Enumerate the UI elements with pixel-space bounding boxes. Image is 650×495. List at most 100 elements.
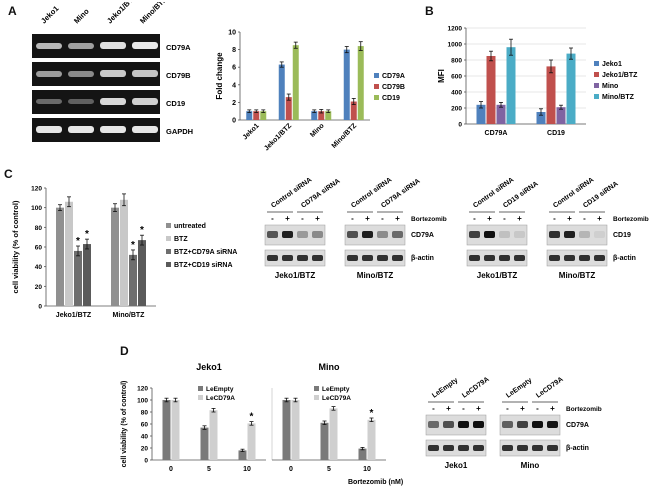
- legend-label: Mino: [602, 83, 618, 90]
- legend-label: BTZ+CD19 siRNA: [174, 262, 233, 269]
- treatment-sign: -: [271, 214, 274, 223]
- blot-band-label: β-actin: [411, 255, 434, 262]
- treatment-sign: -: [473, 214, 476, 223]
- viability-sirna-chart: 0 20 40 60 80 100 120 cell viability (% of cont…: [11, 186, 237, 320]
- blot-band: [564, 231, 575, 238]
- x-tick-label: Mino: [309, 122, 325, 138]
- gel-band-label: CD19: [166, 99, 185, 108]
- treatment-sign: +: [285, 214, 290, 223]
- y-tick-label: 600: [451, 74, 462, 81]
- blot-strip: [499, 414, 561, 436]
- gel-band: [68, 71, 94, 77]
- y-tick-label: 200: [451, 106, 462, 113]
- blot-band: [594, 231, 605, 238]
- y-tick-label: 20: [35, 284, 43, 291]
- bar: [367, 419, 376, 460]
- y-tick-label: 8: [232, 47, 236, 54]
- bar: [111, 207, 119, 306]
- bar: [546, 66, 556, 124]
- y-tick-label: 120: [137, 386, 148, 393]
- treatment-sign: -: [506, 404, 509, 413]
- panel-letter-b: B: [425, 4, 434, 18]
- x-tick-label: Mino/BTZ: [113, 312, 146, 319]
- blot-band: [484, 231, 495, 238]
- significance-star: *: [76, 236, 80, 247]
- y-tick-label: 0: [232, 118, 236, 125]
- blot-strip: [425, 439, 487, 457]
- y-tick-label: 40: [35, 264, 43, 271]
- bar: [506, 47, 516, 125]
- blot-strip: [546, 249, 608, 267]
- blot-band: [469, 231, 480, 238]
- bar: [129, 254, 137, 306]
- gel-band: [132, 126, 158, 133]
- x-tick-label: 0: [169, 466, 173, 473]
- y-tick-label: 80: [141, 410, 149, 417]
- viability-mino-chart: 0 5 10 * LeEmpty LeCD79A Mino Bortezomib (nM): [271, 362, 403, 486]
- y-tick-label: 0: [38, 304, 42, 311]
- blot-band: [473, 445, 484, 451]
- y-tick-label: 40: [141, 434, 149, 441]
- legend-swatch: [374, 95, 379, 100]
- treatment-sign: +: [597, 214, 602, 223]
- bar: [350, 101, 357, 120]
- legend-swatch: [594, 61, 599, 66]
- legend-swatch: [374, 84, 379, 89]
- blot-band: [499, 255, 510, 261]
- y-axis-label: cell viability (% of control): [121, 381, 128, 468]
- bar: [566, 53, 576, 124]
- bar: [292, 45, 299, 121]
- blot-band: [502, 445, 513, 451]
- x-tick-label: 0: [289, 466, 293, 473]
- blot-group-label: Mino/BTZ: [559, 271, 596, 280]
- x-tick-label: 5: [327, 466, 331, 473]
- legend-label: LeCD79A: [322, 395, 351, 402]
- blot-band: [428, 421, 439, 428]
- bar: [200, 427, 209, 460]
- legend-swatch: [314, 395, 319, 400]
- y-tick-label: 100: [137, 398, 148, 405]
- legend-swatch: [198, 386, 203, 391]
- treatment-sign: +: [520, 404, 525, 413]
- x-tick-label: Jeko1/BTZ: [56, 312, 92, 319]
- blot-strip: [466, 249, 528, 267]
- gel-band: [132, 98, 158, 105]
- blot-strip: [264, 224, 326, 246]
- blot-band: [458, 445, 469, 451]
- bar: [329, 408, 338, 460]
- x-tick-label: 10: [363, 466, 371, 473]
- blot-band: [549, 255, 560, 261]
- blot-band: [579, 255, 590, 261]
- gel-lane-label: Jeko1: [39, 4, 60, 25]
- gel-band-label: GAPDH: [166, 127, 193, 136]
- blot-band: [484, 255, 495, 261]
- blot-band: [547, 445, 558, 451]
- bar: [285, 97, 292, 120]
- blot-band: [428, 445, 439, 451]
- blot-band: [312, 231, 323, 238]
- blot-band: [579, 231, 590, 238]
- x-tick-label: Mino/BTZ: [331, 122, 359, 150]
- bar: [496, 104, 506, 124]
- x-tick-label: Jeko1: [242, 122, 261, 141]
- legend-swatch: [594, 83, 599, 88]
- gel-band: [68, 126, 94, 133]
- bar: [536, 112, 546, 124]
- blot-group-label: Jeko1/BTZ: [477, 271, 518, 280]
- blot-band: [499, 231, 510, 238]
- panel-letter-c: C: [4, 167, 13, 181]
- blot-band: [392, 255, 403, 261]
- y-tick-label: 120: [31, 186, 42, 193]
- blot-group-label: Mino/BTZ: [357, 271, 394, 280]
- chart-title: Mino: [319, 362, 340, 372]
- blot-band: [514, 231, 525, 238]
- legend-swatch: [374, 73, 379, 78]
- blot-band: [377, 255, 388, 261]
- y-axis-label: cell viability (% of control): [11, 200, 20, 293]
- legend-label: LeCD79A: [206, 395, 235, 402]
- y-tick-label: 1200: [448, 26, 463, 33]
- gel-band: [36, 126, 62, 133]
- significance-star: *: [85, 229, 89, 240]
- treatment-sign: +: [487, 214, 492, 223]
